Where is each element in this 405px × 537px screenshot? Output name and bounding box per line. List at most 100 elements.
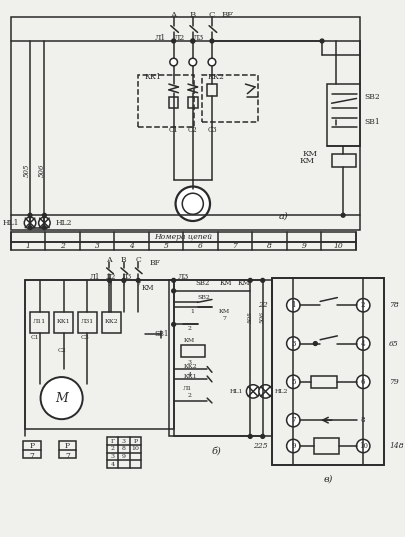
Circle shape: [43, 213, 46, 217]
Text: 1: 1: [291, 301, 296, 309]
Bar: [11, 233, 356, 242]
Text: 65: 65: [389, 339, 399, 347]
Circle shape: [182, 193, 203, 214]
Text: 7: 7: [107, 282, 111, 287]
Bar: [207, 84, 217, 96]
Text: 2: 2: [361, 301, 365, 309]
Circle shape: [108, 279, 111, 282]
Bar: [25, 280, 174, 429]
Text: КМ: КМ: [219, 309, 230, 315]
Bar: [30, 312, 49, 333]
Bar: [272, 279, 384, 465]
Text: КК1: КК1: [183, 374, 197, 379]
Bar: [107, 437, 141, 468]
Bar: [188, 97, 198, 108]
Text: Л2: Л2: [106, 272, 116, 280]
Text: SB2: SB2: [195, 279, 209, 287]
Text: 9: 9: [301, 242, 306, 250]
Bar: [327, 84, 360, 146]
Text: 8: 8: [267, 242, 272, 250]
Text: 9: 9: [122, 454, 126, 459]
Text: 6: 6: [361, 378, 365, 386]
Text: 3: 3: [111, 454, 114, 459]
Text: 148: 148: [389, 442, 404, 450]
Text: 10: 10: [359, 442, 368, 450]
Circle shape: [40, 377, 83, 419]
Text: 8: 8: [122, 446, 126, 452]
Text: С3: С3: [207, 126, 217, 134]
Text: НL1: НL1: [230, 389, 243, 394]
Circle shape: [261, 279, 264, 282]
Text: 6: 6: [198, 242, 203, 250]
Text: КК2: КК2: [104, 319, 118, 324]
Text: SB1: SB1: [154, 330, 169, 338]
Circle shape: [356, 439, 370, 453]
Text: 4: 4: [110, 462, 115, 467]
Bar: [311, 376, 337, 388]
Circle shape: [43, 226, 46, 230]
Circle shape: [191, 39, 195, 43]
Text: Г: Г: [110, 439, 115, 444]
Text: 225: 225: [253, 442, 267, 450]
Text: Л3: Л3: [177, 273, 189, 281]
Circle shape: [210, 39, 214, 43]
Text: 4: 4: [361, 339, 365, 347]
Text: 5: 5: [291, 378, 296, 386]
Text: 10: 10: [131, 446, 139, 452]
Bar: [59, 441, 76, 459]
Text: 3: 3: [188, 360, 192, 365]
Bar: [202, 75, 258, 122]
Text: 2: 2: [60, 242, 65, 250]
Circle shape: [172, 39, 175, 43]
Text: б): б): [212, 446, 222, 455]
Text: Л2: Л2: [174, 34, 185, 42]
Bar: [169, 280, 272, 437]
Text: Л11: Л11: [33, 319, 46, 324]
Text: Л3: Л3: [122, 272, 132, 280]
Text: Р: Р: [30, 442, 34, 450]
Bar: [169, 97, 179, 108]
Text: Л3: Л3: [193, 34, 204, 42]
Text: 78: 78: [389, 301, 399, 309]
Circle shape: [287, 439, 300, 453]
Text: КК2: КК2: [207, 74, 224, 82]
Text: Номера цепей: Номера цепей: [154, 233, 212, 241]
Text: КК2: КК2: [183, 364, 197, 369]
Text: 505: 505: [23, 163, 31, 177]
Text: КМ: КМ: [299, 157, 314, 165]
Circle shape: [246, 384, 260, 398]
Text: 505: 505: [248, 311, 253, 323]
Circle shape: [356, 375, 370, 389]
Text: КМ: КМ: [303, 150, 318, 158]
Bar: [11, 17, 360, 230]
Circle shape: [38, 217, 50, 229]
Text: КК1: КК1: [145, 74, 162, 82]
Text: а): а): [279, 212, 288, 221]
Text: НL1: НL1: [3, 219, 19, 227]
Text: 79: 79: [389, 378, 399, 386]
Text: НL2: НL2: [275, 389, 289, 394]
Text: 4: 4: [129, 242, 134, 250]
Text: КМ: КМ: [237, 279, 250, 287]
Circle shape: [122, 279, 126, 282]
Text: 7: 7: [222, 316, 226, 321]
Circle shape: [259, 384, 272, 398]
Circle shape: [287, 375, 300, 389]
Circle shape: [313, 342, 317, 345]
Bar: [102, 312, 121, 333]
Circle shape: [172, 289, 175, 293]
Text: SB2: SB2: [198, 295, 211, 300]
Text: КК1: КК1: [57, 319, 70, 324]
Text: С: С: [135, 256, 141, 264]
Circle shape: [170, 58, 177, 66]
Text: 506: 506: [38, 163, 45, 177]
Text: С2: С2: [57, 348, 66, 353]
Circle shape: [287, 337, 300, 350]
Text: 4: 4: [188, 372, 192, 376]
Text: С1: С1: [30, 335, 39, 340]
Text: 3: 3: [291, 339, 296, 347]
Text: 5: 5: [164, 242, 168, 250]
Text: 2: 2: [188, 393, 192, 398]
Text: Л1: Л1: [183, 386, 192, 391]
Circle shape: [28, 213, 32, 217]
